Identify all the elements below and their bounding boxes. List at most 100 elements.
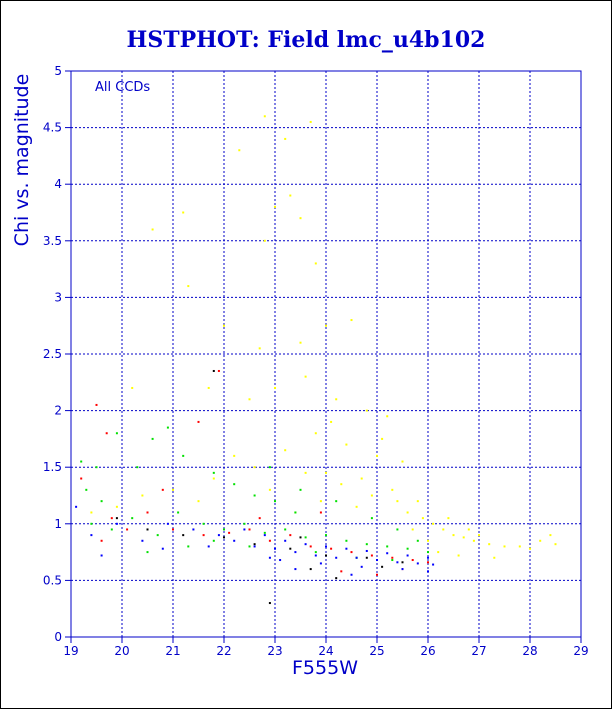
x-tick-label: 23 xyxy=(267,644,282,658)
data-point xyxy=(75,505,78,508)
data-point xyxy=(279,559,282,562)
data-point xyxy=(217,369,220,372)
data-point xyxy=(304,536,307,539)
data-point xyxy=(493,556,496,559)
data-point xyxy=(115,505,118,508)
data-point xyxy=(80,477,83,480)
data-point xyxy=(406,511,409,514)
data-point xyxy=(488,543,491,546)
y-tick-label: 3 xyxy=(54,290,62,304)
data-point xyxy=(330,420,333,423)
data-point xyxy=(289,534,292,537)
data-point xyxy=(284,528,287,531)
data-point xyxy=(335,577,338,580)
data-point xyxy=(248,545,251,548)
data-point xyxy=(396,561,399,564)
data-point xyxy=(319,500,322,503)
data-point xyxy=(325,554,327,557)
data-point xyxy=(136,466,139,469)
x-tick-label: 27 xyxy=(471,644,486,658)
data-point xyxy=(376,454,378,457)
data-point xyxy=(182,211,185,214)
data-point xyxy=(447,517,450,520)
data-point xyxy=(309,545,312,548)
x-tick-label: 28 xyxy=(522,644,537,658)
data-point xyxy=(268,466,271,469)
data-point xyxy=(294,511,297,514)
y-tick-label: 1.5 xyxy=(43,460,62,474)
data-point xyxy=(156,534,159,537)
y-axis-label: Chi vs. magnitude xyxy=(11,74,33,247)
data-point xyxy=(401,568,404,571)
data-point xyxy=(187,545,190,548)
data-point xyxy=(386,552,389,555)
data-point xyxy=(166,426,169,429)
data-point xyxy=(238,149,241,152)
data-point xyxy=(187,285,190,288)
x-tick-label: 24 xyxy=(318,644,333,658)
y-tick-label: 4 xyxy=(54,177,62,191)
data-point xyxy=(319,562,322,565)
data-point xyxy=(146,551,149,554)
data-point xyxy=(325,534,327,537)
data-point xyxy=(263,534,266,537)
data-point xyxy=(207,545,210,548)
data-point xyxy=(314,551,317,554)
data-point xyxy=(325,545,327,548)
data-point xyxy=(268,488,271,491)
data-point xyxy=(85,488,88,491)
data-point xyxy=(268,556,271,559)
data-point xyxy=(100,539,103,542)
data-point xyxy=(248,528,251,531)
data-point xyxy=(258,517,261,520)
data-point xyxy=(427,570,429,573)
data-point xyxy=(284,449,287,452)
data-point xyxy=(100,554,103,557)
data-point xyxy=(161,488,164,491)
data-point xyxy=(360,477,363,480)
annotation-all-ccds: All CCDs xyxy=(95,80,150,95)
data-point xyxy=(146,511,149,514)
data-point xyxy=(554,543,557,546)
data-point xyxy=(411,559,414,562)
data-point xyxy=(396,500,399,503)
data-point xyxy=(416,539,419,542)
data-point xyxy=(365,549,368,552)
data-point xyxy=(202,534,205,537)
data-point xyxy=(131,517,134,520)
data-point xyxy=(330,547,333,550)
data-point xyxy=(304,375,307,378)
data-point xyxy=(212,539,215,542)
data-point xyxy=(253,494,256,497)
data-point xyxy=(223,528,225,531)
data-point xyxy=(274,500,276,503)
data-point xyxy=(427,556,429,559)
data-point xyxy=(141,539,144,542)
y-tick-label: 4.5 xyxy=(43,121,62,135)
data-point xyxy=(268,539,271,542)
data-point xyxy=(263,239,266,242)
data-point xyxy=(172,488,174,491)
chart-title: HSTPHOT: Field lmc_u4b102 xyxy=(127,27,486,53)
data-point xyxy=(355,556,358,559)
x-tick-label: 22 xyxy=(216,644,231,658)
data-point xyxy=(212,477,215,480)
data-point xyxy=(411,528,414,531)
data-point xyxy=(427,551,429,554)
y-tick-label: 2 xyxy=(54,404,62,418)
data-point xyxy=(263,531,266,534)
data-point xyxy=(421,517,424,520)
data-point xyxy=(539,539,542,542)
data-point xyxy=(355,505,358,508)
data-point xyxy=(294,551,297,554)
x-tick-label: 20 xyxy=(114,644,129,658)
data-point xyxy=(146,528,149,531)
data-point xyxy=(80,460,83,463)
data-point xyxy=(223,536,225,539)
tick-labels: 19 20 21 22 23 24 25 26 27 28 29 0 0.5 1 1.5 2 2.5 3 3.5 4 4… xyxy=(43,64,589,658)
data-point xyxy=(401,561,404,564)
data-point xyxy=(289,194,292,197)
data-point xyxy=(325,471,327,474)
data-point xyxy=(365,409,368,412)
